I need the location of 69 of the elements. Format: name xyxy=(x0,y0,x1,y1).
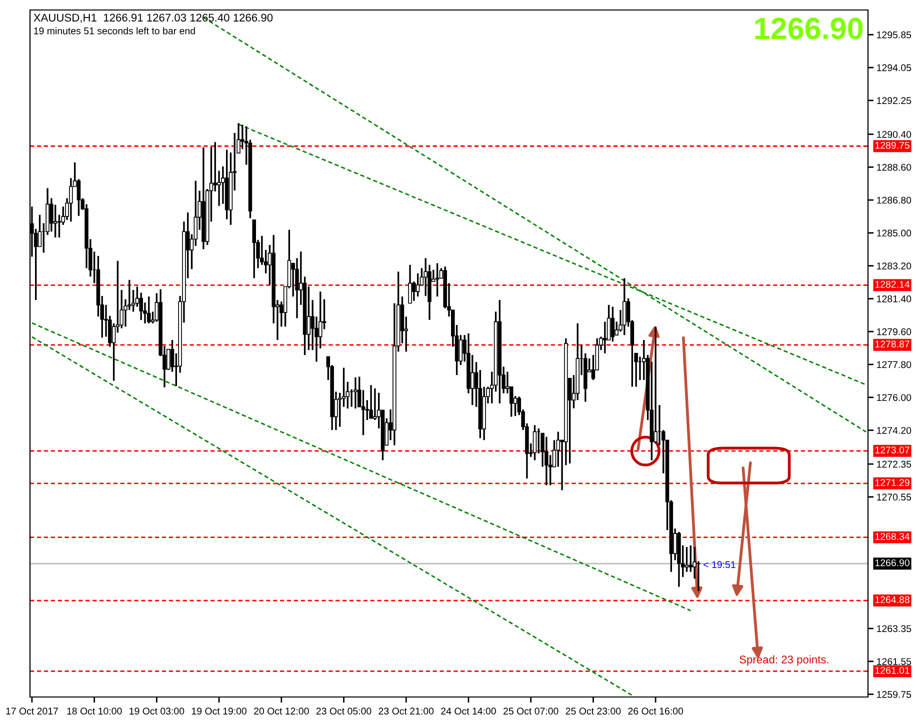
candlestick xyxy=(416,272,420,298)
candlestick xyxy=(622,277,626,336)
y-tick-label: 1274.20 xyxy=(877,426,912,434)
y-tick-label: 1263.35 xyxy=(877,625,912,632)
chart-title: XAUUSD,H1 1266.91 1267.03 1265.40 1266.90 xyxy=(34,14,273,23)
x-tick-label: 18 Oct 10:00 xyxy=(67,708,122,715)
candlestick xyxy=(213,141,218,192)
y-tick-label: 1292.25 xyxy=(877,97,912,104)
candlestick xyxy=(354,376,358,410)
candlestick xyxy=(654,326,658,444)
x-tick-label: 23 Oct 05:00 xyxy=(316,708,372,715)
y-tick-label: 1295.85 xyxy=(877,31,912,38)
x-tick-label: 26 Oct 16:00 xyxy=(628,708,684,715)
candlestick xyxy=(146,296,151,324)
x-tick-label: 20 Oct 12:00 xyxy=(254,708,309,715)
candlestick xyxy=(306,286,311,351)
x-tick-label: 25 Oct 23:00 xyxy=(566,708,621,715)
x-tick-label: 19 Oct 19:00 xyxy=(192,708,246,715)
y-tick-label: 1283.20 xyxy=(877,262,912,270)
x-tick-label: 25 Oct 07:00 xyxy=(504,708,558,715)
candlestick xyxy=(135,286,140,308)
ref-line-label: 1264.88 xyxy=(875,596,910,604)
y-tick-label: 1281.40 xyxy=(877,295,912,302)
x-tick-label: 17 Oct 2017 xyxy=(6,708,58,715)
candlestick xyxy=(69,177,73,222)
ref-line-label: 1289.75 xyxy=(875,142,910,149)
candlestick xyxy=(435,262,440,298)
candlestick xyxy=(76,178,81,217)
candlestick xyxy=(252,219,256,280)
candlestick xyxy=(57,214,62,238)
ref-line-label: 1266.90 xyxy=(875,559,910,566)
candlestick xyxy=(53,204,58,238)
y-tick-label: 1270.55 xyxy=(877,494,912,501)
ref-line-label: 1261.01 xyxy=(875,666,910,674)
y-tick-label: 1261.55 xyxy=(877,658,912,665)
x-tick-label: 19 Oct 03:00 xyxy=(130,708,184,715)
y-tick-label: 1285.00 xyxy=(877,230,912,237)
y-tick-label: 1259.75 xyxy=(877,690,912,698)
candlestick xyxy=(361,389,366,436)
candlestick xyxy=(610,306,615,342)
annotation: 1266.90 xyxy=(755,18,863,40)
y-tick-label: 1290.40 xyxy=(877,130,912,138)
candlestick xyxy=(470,354,474,406)
y-tick-label: 1272.35 xyxy=(877,460,912,468)
y-tick-label: 1288.60 xyxy=(877,164,912,171)
annotation: < 19:51 xyxy=(704,561,736,568)
x-tick-label: 23 Oct 21:00 xyxy=(378,708,434,715)
y-tick-label: 1294.05 xyxy=(877,64,912,72)
annotation: Spread: 23 points. xyxy=(740,655,828,666)
ref-line-label: 1278.87 xyxy=(875,340,910,348)
candlestick xyxy=(408,264,412,304)
candlestick xyxy=(688,544,693,573)
ref-line-label: 1268.34 xyxy=(875,533,910,540)
candlestick xyxy=(458,334,463,366)
candlestick xyxy=(696,560,700,592)
candlestick xyxy=(684,546,689,573)
y-tick-label: 1286.80 xyxy=(877,196,912,204)
ref-line-label: 1282.14 xyxy=(875,280,910,288)
y-tick-label: 1279.60 xyxy=(877,328,912,336)
x-tick-label: 24 Oct 14:00 xyxy=(441,708,496,715)
candlestick xyxy=(532,424,537,462)
text: 19 minutes 51 seconds left to bar end xyxy=(34,27,195,34)
ref-line-label: 1273.07 xyxy=(875,446,910,454)
candlestick xyxy=(369,384,373,420)
candlestick xyxy=(544,436,548,486)
y-tick-label: 1277.80 xyxy=(877,361,912,368)
y-tick-label: 1276.00 xyxy=(877,394,912,401)
candlestick xyxy=(603,320,607,354)
ref-line-label: 1271.29 xyxy=(875,479,910,486)
